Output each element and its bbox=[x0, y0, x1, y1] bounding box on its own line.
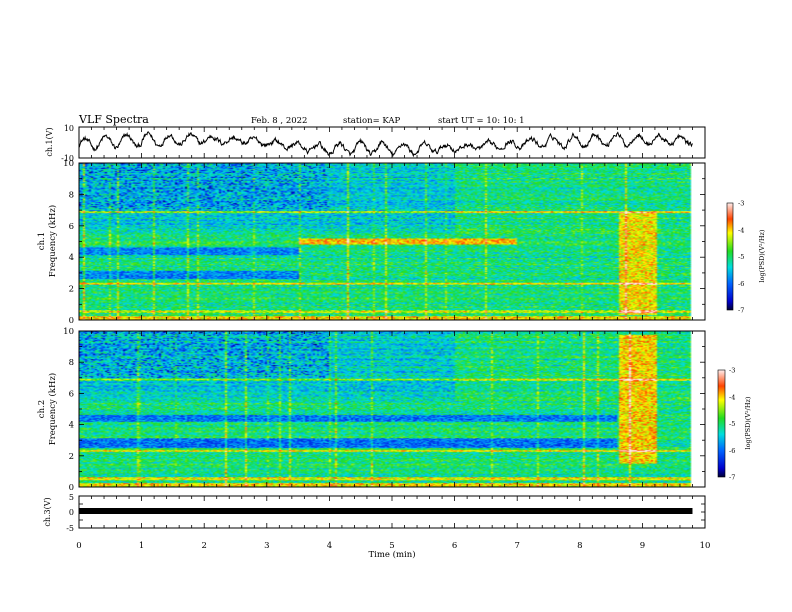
ch1-spectrogram-xticks bbox=[78, 163, 706, 320]
ch1-spectrogram-yticks: 0 2 4 6 8 10 bbox=[63, 159, 705, 326]
colorbar-2-tick-0: -3 bbox=[729, 367, 735, 375]
ytick-label-3-5: 10 bbox=[63, 327, 74, 337]
colorbar-1-tick-2: -5 bbox=[738, 253, 744, 261]
time-tick-label-3: 3 bbox=[264, 541, 269, 551]
colorbar-1-tick-3: -6 bbox=[738, 280, 744, 288]
ch2-colorbar-label: log(PSD)(V²/Hz) bbox=[744, 396, 752, 449]
ch2-spectrogram-image bbox=[79, 331, 705, 487]
ch3-voltage-trace bbox=[79, 508, 693, 514]
start-time-label: start UT = 10: 10: 1 bbox=[438, 116, 525, 126]
ch3-voltage-ylabel: ch.3(V) bbox=[43, 497, 52, 526]
colorbar-1-tick-4: -7 bbox=[738, 307, 744, 315]
date-label: Feb. 8 , 2022 bbox=[251, 116, 307, 126]
time-axis-label: Time (min) bbox=[368, 549, 415, 560]
ch2-spectrogram-ylabel-channel: ch.2 bbox=[37, 400, 47, 418]
time-tick-label-1: 1 bbox=[139, 541, 144, 551]
ch1-waveform-ticks bbox=[78, 127, 706, 158]
time-tick-label-6: 6 bbox=[452, 541, 457, 551]
ytick-label-2-0: 0 bbox=[69, 316, 74, 326]
ytick-label-3-3: 6 bbox=[69, 389, 74, 399]
colorbar-2-tick-2: -5 bbox=[729, 420, 735, 428]
ytick-label-3-1: 2 bbox=[69, 452, 74, 462]
colorbar-2-tick-1: -4 bbox=[729, 393, 735, 401]
time-tick-label-8: 8 bbox=[577, 541, 582, 551]
time-tick-label-4: 4 bbox=[327, 541, 332, 551]
time-tick-label-2: 2 bbox=[201, 541, 206, 551]
ch1-spectrogram-image bbox=[79, 163, 705, 320]
ytick-label-2-4: 8 bbox=[69, 190, 74, 200]
ch3-ytick-middle: 0 bbox=[69, 508, 74, 517]
ch1-waveform-ylabel: ch.1(V) bbox=[45, 127, 54, 156]
figure-title: VLF Spectra bbox=[78, 113, 149, 126]
ch1-spectrogram-ylabel-frequency: Frequency (kHz) bbox=[47, 205, 58, 277]
time-tick-label-0: 0 bbox=[76, 541, 81, 551]
time-tick-label-10: 10 bbox=[700, 541, 711, 551]
ytick-label-2-2: 4 bbox=[69, 253, 74, 263]
colorbar-2-tick-4: -7 bbox=[729, 474, 735, 482]
ch2-spectrogram-xticks bbox=[78, 331, 706, 487]
ytick-label-3-2: 4 bbox=[69, 421, 74, 431]
ch1-waveform-line bbox=[78, 131, 693, 158]
ytick-label-3-0: 0 bbox=[69, 483, 74, 493]
ch1-colorbar-label: log(PSD)(V²/Hz) bbox=[758, 229, 766, 282]
ch3-ytick-bottom: -5 bbox=[66, 524, 74, 533]
colorbar-1-tick-1: -4 bbox=[738, 226, 744, 234]
time-axis-tick-labels: 0 1 2 3 4 5 6 7 8 9 10 bbox=[76, 541, 710, 551]
ch3-ytick-top: 5 bbox=[69, 493, 74, 502]
ch1-ytick-top: 10 bbox=[64, 124, 74, 133]
ch1-spectrogram-ylabel-channel: ch.1 bbox=[37, 232, 47, 250]
ytick-label-2-1: 2 bbox=[69, 285, 74, 295]
ch1-ytick-bottom: -10 bbox=[61, 154, 74, 163]
ch2-spectrogram-yticks: 0 2 4 6 8 10 bbox=[63, 327, 705, 493]
time-tick-label-7: 7 bbox=[514, 541, 519, 551]
station-label: station= KAP bbox=[343, 116, 401, 126]
time-tick-label-9: 9 bbox=[640, 541, 645, 551]
ch3-voltage-ticks bbox=[78, 495, 706, 529]
colorbar-1-tick-0: -3 bbox=[738, 200, 744, 208]
ch1-waveform-panel: 10 -10 ch.1(V) bbox=[45, 124, 706, 163]
ch3-voltage-panel: 5 0 -5 ch.3(V) 0 1 2 3 4 5 6 7 8 9 10 Time (min) bbox=[43, 493, 710, 560]
time-tick-label-5: 5 bbox=[389, 541, 394, 551]
ytick-label-2-3: 6 bbox=[69, 222, 74, 232]
ch2-spectrogram-ylabel-frequency: Frequency (kHz) bbox=[47, 373, 58, 445]
ytick-label-2-5: 10 bbox=[63, 159, 74, 169]
colorbar-2-tick-3: -6 bbox=[729, 447, 735, 455]
ch1-colorbar bbox=[726, 202, 734, 311]
ytick-label-3-4: 8 bbox=[69, 358, 74, 368]
ch2-colorbar bbox=[717, 369, 726, 478]
ch2-colorbar-ticks: -3 -4 -5 -6 -7 bbox=[729, 367, 735, 482]
ch1-colorbar-ticks: -3 -4 -5 -6 -7 bbox=[738, 200, 744, 315]
